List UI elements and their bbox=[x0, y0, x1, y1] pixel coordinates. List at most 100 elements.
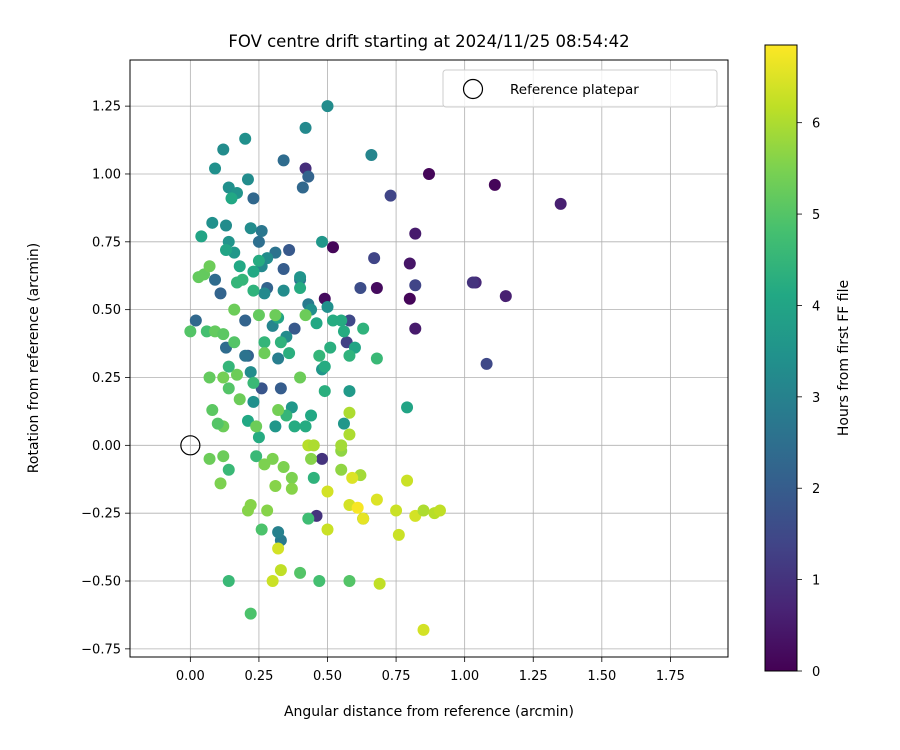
scatter-point bbox=[285, 471, 298, 484]
scatter-point bbox=[277, 154, 290, 167]
scatter-point bbox=[403, 292, 416, 305]
scatter-point bbox=[277, 262, 290, 275]
scatter-point bbox=[296, 181, 309, 194]
scatter-point bbox=[195, 230, 208, 243]
scatter-point bbox=[409, 322, 422, 335]
scatter-point bbox=[247, 376, 260, 389]
scatter-point bbox=[214, 287, 227, 300]
scatter-point bbox=[233, 260, 246, 273]
scatter-point bbox=[354, 281, 367, 294]
scatter-point bbox=[250, 420, 263, 433]
scatter-point bbox=[244, 366, 257, 379]
legend-marker-circle-icon bbox=[462, 78, 484, 100]
scatter-point bbox=[217, 328, 230, 341]
scatter-point bbox=[294, 281, 307, 294]
scatter-point bbox=[294, 271, 307, 284]
scatter-point bbox=[343, 349, 356, 362]
scatter-point bbox=[272, 404, 285, 417]
scatter-point bbox=[220, 219, 233, 232]
scatter-point bbox=[357, 512, 370, 525]
y-tick-label: −0.50 bbox=[81, 575, 121, 590]
scatter-point bbox=[274, 382, 287, 395]
scatter-point bbox=[241, 173, 254, 186]
scatter-point bbox=[370, 352, 383, 365]
scatter-point bbox=[272, 352, 285, 365]
scatter-point bbox=[305, 409, 318, 422]
scatter-point bbox=[294, 566, 307, 579]
scatter-point bbox=[343, 406, 356, 419]
scatter-point bbox=[299, 309, 312, 322]
reference-point bbox=[180, 435, 201, 456]
scatter-point bbox=[222, 575, 235, 588]
scatter-point bbox=[294, 371, 307, 384]
x-tick-label: 0.00 bbox=[176, 669, 205, 684]
scatter-point bbox=[365, 148, 378, 161]
scatter-point bbox=[370, 493, 383, 506]
scatter-point bbox=[305, 452, 318, 465]
scatter-point bbox=[321, 523, 334, 536]
scatter-point bbox=[200, 325, 213, 338]
y-tick-label: 0.75 bbox=[92, 235, 121, 250]
scatter-point bbox=[335, 439, 348, 452]
scatter-point bbox=[217, 450, 230, 463]
scatter-point bbox=[222, 463, 235, 476]
scatter-point bbox=[252, 309, 265, 322]
plot-frame bbox=[129, 59, 729, 658]
scatter-point bbox=[335, 314, 348, 327]
scatter-point bbox=[217, 371, 230, 384]
colorbar-tick-label: 1 bbox=[812, 574, 820, 589]
y-tick-label: −0.25 bbox=[81, 507, 121, 522]
scatter-point bbox=[316, 452, 329, 465]
scatter-point bbox=[326, 314, 339, 327]
scatter-point bbox=[247, 192, 260, 205]
scatter-point bbox=[343, 314, 356, 327]
scatter-point bbox=[233, 393, 246, 406]
scatter-point bbox=[302, 512, 315, 525]
x-axis-label: Angular distance from reference (arcmin) bbox=[284, 704, 574, 720]
scatter-points bbox=[184, 100, 567, 636]
y-axis-label: Rotation from reference (arcmin) bbox=[26, 243, 42, 473]
scatter-point bbox=[343, 385, 356, 398]
y-axis-ticks: −0.75 −0.50 −0.25 0.00 0.25 0.50 0.75 1.00 1.25 bbox=[81, 100, 130, 657]
x-tick-label: 1.00 bbox=[450, 669, 479, 684]
scatter-point bbox=[488, 178, 501, 191]
y-tick-label: −0.75 bbox=[81, 642, 121, 657]
scatter-point bbox=[302, 170, 315, 183]
scatter-point bbox=[343, 575, 356, 588]
scatter-point bbox=[283, 243, 296, 256]
scatter-point bbox=[423, 167, 435, 180]
scatter-point bbox=[269, 480, 282, 493]
colorbar-tick-label: 0 bbox=[812, 665, 820, 680]
scatter-point bbox=[335, 463, 348, 476]
scatter-point bbox=[244, 499, 257, 512]
scatter-point bbox=[337, 325, 350, 338]
scatter-point bbox=[250, 450, 263, 463]
scatter-point bbox=[228, 336, 241, 349]
scatter-point bbox=[346, 471, 359, 484]
scatter-point bbox=[222, 382, 235, 395]
scatter-point bbox=[247, 265, 260, 278]
scatter-point bbox=[252, 235, 265, 248]
y-tick-label: 1.25 bbox=[92, 100, 121, 115]
scatter-point bbox=[230, 368, 243, 381]
scatter-point bbox=[239, 314, 252, 327]
scatter-point bbox=[247, 284, 260, 297]
scatter-point bbox=[480, 357, 493, 370]
scatter-point bbox=[313, 349, 326, 362]
scatter-point bbox=[321, 100, 334, 113]
scatter-point bbox=[258, 347, 271, 360]
scatter-point bbox=[390, 504, 403, 517]
scatter-point bbox=[318, 360, 331, 373]
legend: Reference platepar bbox=[442, 69, 718, 108]
colorbar-label: Hours from first FF file bbox=[836, 280, 852, 436]
scatter-point bbox=[258, 287, 271, 300]
scatter-point bbox=[285, 482, 298, 495]
y-tick-label: 0.50 bbox=[92, 303, 121, 318]
scatter-point bbox=[321, 485, 334, 498]
x-tick-label: 1.25 bbox=[519, 669, 548, 684]
scatter-point bbox=[307, 471, 320, 484]
scatter-point bbox=[417, 623, 430, 636]
scatter-point bbox=[269, 420, 282, 433]
scatter-point bbox=[220, 243, 233, 256]
scatter-point bbox=[277, 461, 290, 474]
